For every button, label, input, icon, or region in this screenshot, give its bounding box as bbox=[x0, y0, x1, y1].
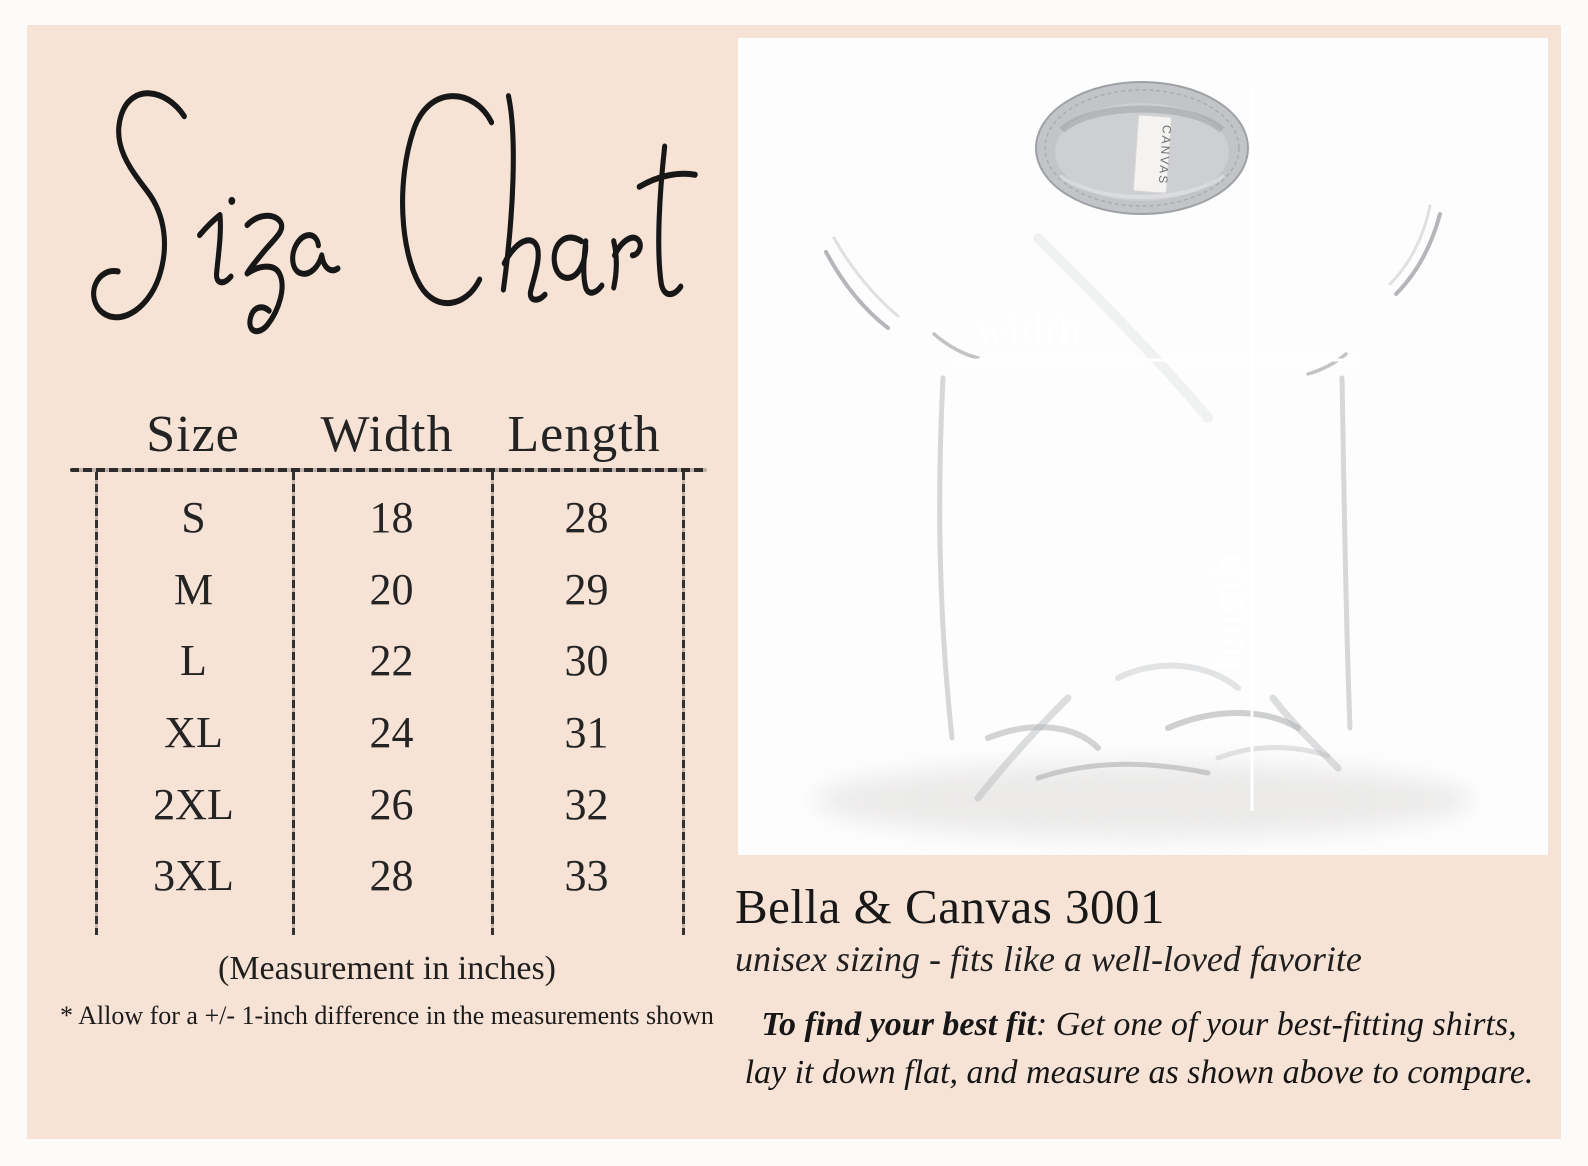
fit-tip-rest: : Get one of your best-fitting shirts, bbox=[1035, 1006, 1517, 1043]
shirt-body bbox=[814, 86, 1464, 810]
script-letter bbox=[656, 143, 684, 298]
length-label: length bbox=[1206, 553, 1252, 670]
script-letter bbox=[290, 232, 341, 277]
table-grid-line bbox=[292, 472, 295, 935]
col-header-size: Size bbox=[146, 406, 240, 463]
script-letter bbox=[244, 212, 285, 335]
fit-tip-line1: To find your best fit: Get one of your b… bbox=[703, 1001, 1575, 1049]
table-grid-line bbox=[682, 472, 685, 935]
width-cell: 22 bbox=[369, 636, 414, 686]
fit-tip: To find your best fit: Get one of your b… bbox=[703, 1001, 1575, 1098]
table-top-rule bbox=[70, 468, 707, 472]
fit-tip-line2: lay it down flat, and measure as shown a… bbox=[744, 1054, 1534, 1092]
size-cell: 2XL bbox=[153, 779, 234, 829]
length-cell: 30 bbox=[564, 636, 609, 686]
neck-tag-text: CANVAS bbox=[1156, 124, 1174, 185]
product-tagline: unisex sizing - fits like a well-loved f… bbox=[735, 939, 1362, 979]
page-title bbox=[57, 82, 702, 344]
i-dot bbox=[228, 196, 236, 205]
width-cell: 20 bbox=[369, 564, 414, 614]
neck-tag: CANVAS bbox=[1132, 114, 1174, 194]
col-header-length: Length bbox=[507, 406, 661, 463]
length-cell: 33 bbox=[564, 851, 609, 901]
pink-card: Size Width Length S 18 28 M 20 29 L 22 3… bbox=[27, 25, 1561, 1139]
length-cell: 31 bbox=[564, 708, 609, 758]
table-row: XL 24 31 bbox=[70, 697, 707, 769]
script-letter bbox=[612, 234, 643, 259]
table-row: S 18 28 bbox=[70, 482, 707, 554]
length-cell: 29 bbox=[564, 564, 609, 614]
width-label: width bbox=[976, 308, 1082, 354]
length-cell: 28 bbox=[564, 493, 609, 543]
table-row: 2XL 26 32 bbox=[70, 768, 707, 840]
table-row: 3XL 28 33 bbox=[70, 840, 707, 912]
size-cell: S bbox=[181, 493, 206, 543]
script-letter bbox=[636, 170, 698, 190]
script-letter bbox=[501, 237, 548, 303]
width-cell: 26 bbox=[369, 779, 414, 829]
tolerance-footnote: * Allow for a +/- 1-inch difference in t… bbox=[60, 1001, 714, 1030]
size-cell: L bbox=[180, 636, 207, 686]
table-row: M 20 29 bbox=[70, 554, 707, 626]
script-title-size-chart bbox=[91, 90, 698, 335]
product-name: Bella & Canvas 3001 bbox=[735, 879, 1166, 934]
shirt-wrinkles bbox=[824, 204, 1442, 802]
size-cell: M bbox=[173, 564, 214, 614]
script-letter bbox=[197, 211, 234, 286]
script-letter bbox=[611, 238, 619, 291]
width-cell: 24 bbox=[369, 708, 414, 758]
width-cell: 28 bbox=[369, 851, 414, 901]
tshirt-photo: CANVAS width length bbox=[738, 38, 1548, 855]
tshirt-illustration: CANVAS width length bbox=[813, 81, 1473, 838]
measurement-note: (Measurement in inches) bbox=[218, 950, 556, 987]
table-row: L 22 30 bbox=[70, 625, 707, 697]
script-letter bbox=[400, 93, 495, 306]
script-letter bbox=[581, 238, 605, 296]
size-cell: XL bbox=[164, 708, 223, 758]
size-cell: 3XL bbox=[153, 851, 234, 901]
script-letter bbox=[551, 234, 589, 281]
table-grid-line bbox=[95, 472, 98, 935]
col-header-width: Width bbox=[320, 406, 454, 463]
fit-tip-lead: To find your best fit bbox=[761, 1006, 1036, 1043]
script-letter bbox=[91, 90, 187, 321]
length-cell: 32 bbox=[564, 779, 609, 829]
width-cell: 18 bbox=[369, 493, 414, 543]
size-table: S 18 28 M 20 29 L 22 30 XL 24 31 2XL 26 … bbox=[70, 482, 707, 912]
table-grid-line bbox=[491, 472, 494, 935]
